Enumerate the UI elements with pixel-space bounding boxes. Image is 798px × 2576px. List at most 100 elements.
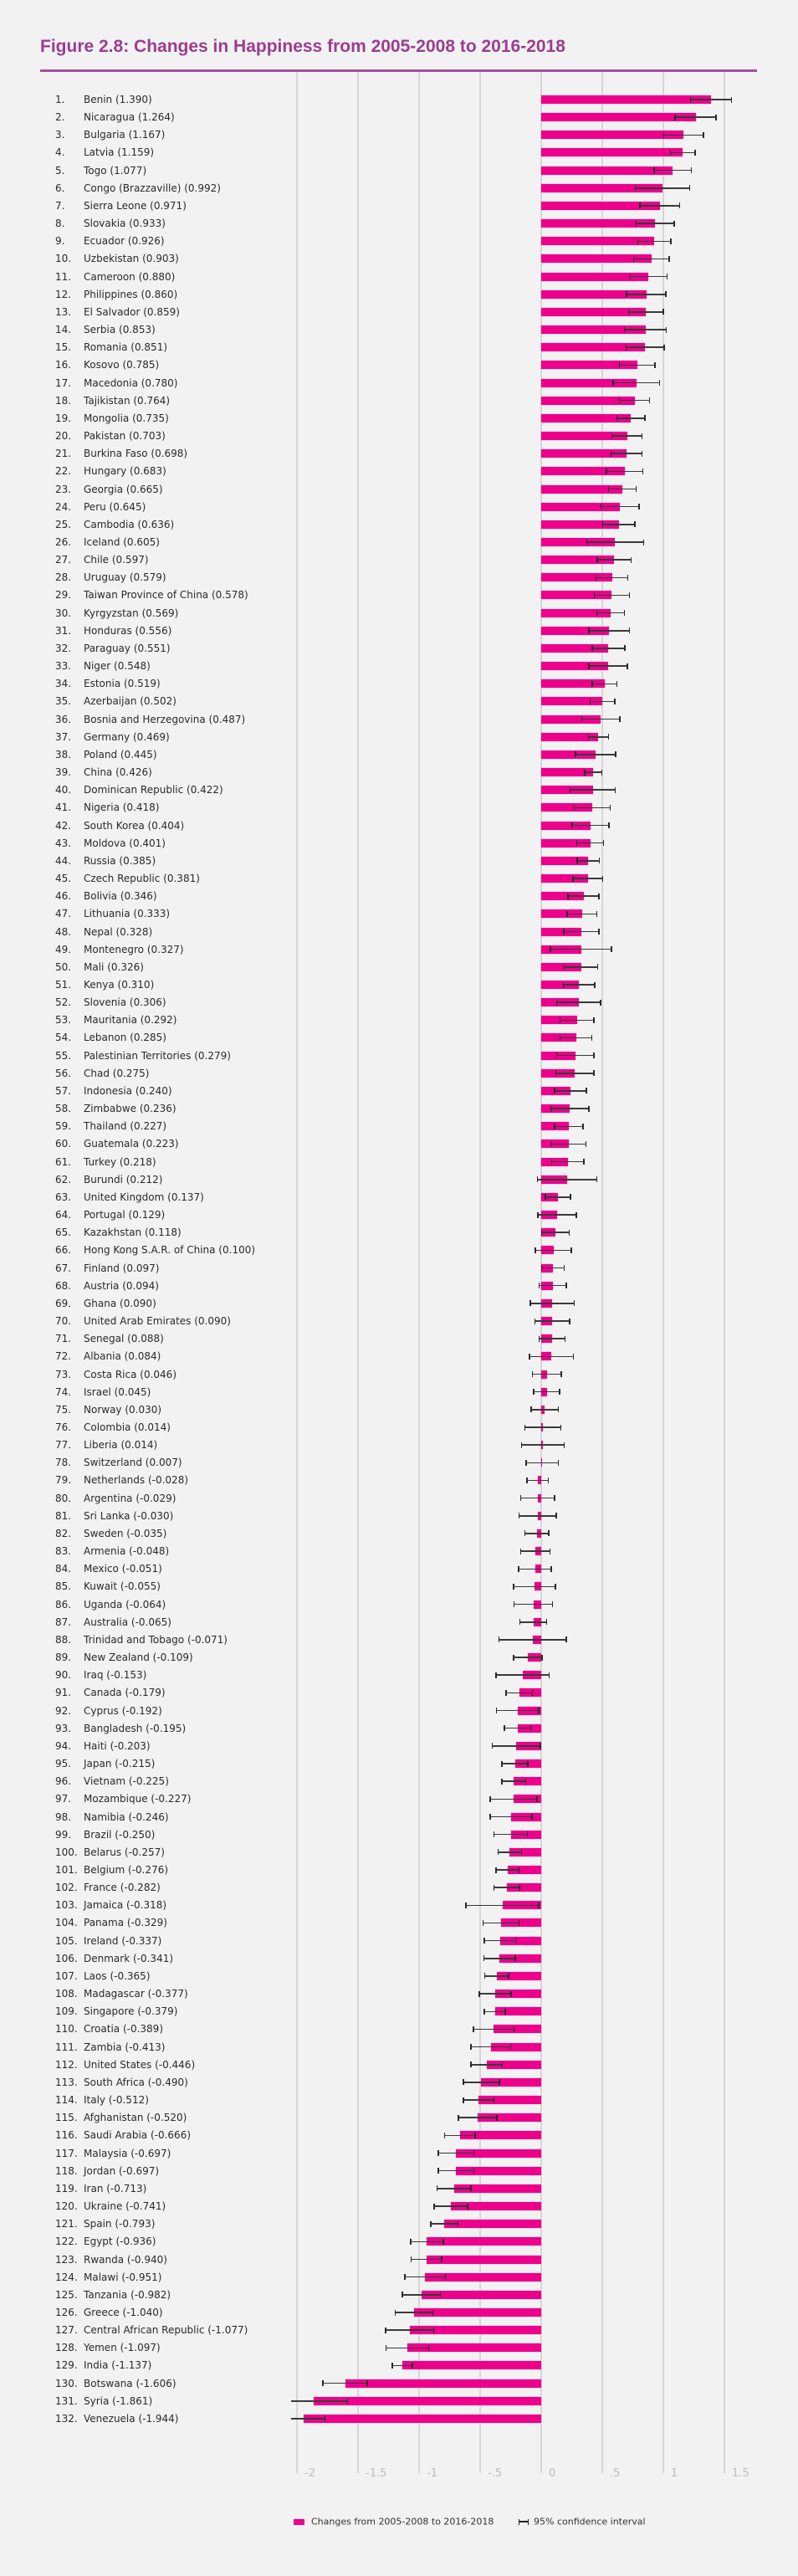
ci-cap-high bbox=[560, 1371, 562, 1378]
ci-cap-high bbox=[607, 734, 610, 740]
rank-label: 11. bbox=[55, 270, 72, 283]
ci-cap-low bbox=[473, 2025, 474, 2032]
ci-whisker bbox=[518, 1568, 552, 1570]
ci-cap-low bbox=[483, 1955, 485, 1962]
country-label: Croatia (-0.389) bbox=[84, 2023, 163, 2036]
country-label: Kazakhstan (0.118) bbox=[84, 1227, 182, 1239]
ci-whisker bbox=[489, 1815, 533, 1818]
rank-label: 71. bbox=[55, 1333, 72, 1345]
country-label: Saudi Arabia (-0.666) bbox=[84, 2129, 192, 2142]
ci-whisker bbox=[498, 1851, 522, 1853]
ci-whisker bbox=[601, 505, 639, 508]
rank-label: 89. bbox=[55, 1652, 72, 1664]
ci-cap-low bbox=[519, 1548, 522, 1554]
gridline bbox=[601, 72, 603, 2473]
ci-cap-low bbox=[534, 1318, 535, 1324]
ci-cap-low bbox=[536, 1176, 539, 1183]
x-tick-label: 1 bbox=[671, 2467, 678, 2480]
ci-whisker bbox=[514, 1585, 555, 1588]
ci-whisker bbox=[630, 275, 668, 278]
country-label: Germany (0.469) bbox=[84, 730, 170, 743]
ci-cap-high bbox=[519, 1884, 520, 1891]
rank-label: 107. bbox=[55, 1969, 78, 1982]
country-label: Bosnia and Herzegovina (0.487) bbox=[84, 713, 246, 725]
ci-cap-high bbox=[694, 149, 696, 156]
country-label: Chad (0.275) bbox=[84, 1067, 150, 1079]
rank-label: 6. bbox=[55, 182, 65, 194]
bar bbox=[541, 626, 610, 635]
country-label: Portugal (0.129) bbox=[84, 1209, 166, 1221]
rank-label: 95. bbox=[55, 1758, 72, 1770]
country-label: Zambia (-0.413) bbox=[84, 2041, 166, 2053]
ci-cap-high bbox=[493, 2097, 495, 2103]
ci-cap-high bbox=[531, 1689, 534, 1696]
country-label: Greece (-1.040) bbox=[84, 2307, 163, 2318]
ci-cap-low bbox=[504, 1725, 505, 1732]
rank-label: 44. bbox=[55, 854, 72, 867]
rank-label: 53. bbox=[55, 1014, 72, 1027]
ci-whisker bbox=[590, 700, 615, 703]
ci-cap-low bbox=[588, 663, 590, 669]
country-label: United States (-0.446) bbox=[84, 2058, 196, 2071]
legend-bar: Changes from 2005-2008 to 2016-2018 bbox=[294, 2516, 494, 2527]
rank-label: 43. bbox=[55, 837, 72, 849]
bar bbox=[494, 2007, 541, 2016]
country-label: Bulgaria (1.167) bbox=[84, 129, 166, 141]
ci-cap-low bbox=[587, 734, 590, 740]
country-label: Sri Lanka (-0.030) bbox=[84, 1509, 174, 1522]
country-label: Azerbaijan (0.502) bbox=[84, 695, 176, 708]
ci-whisker bbox=[471, 2064, 503, 2066]
ci-cap-low bbox=[573, 804, 575, 811]
rank-label: 14. bbox=[55, 324, 72, 336]
ci-whisker bbox=[575, 754, 616, 755]
rank-label: 119. bbox=[55, 2182, 78, 2194]
bar bbox=[500, 1918, 541, 1928]
ci-cap-low bbox=[562, 981, 565, 988]
rank-label: 111. bbox=[55, 2041, 78, 2053]
ci-cap-high bbox=[662, 309, 664, 315]
ci-whisker bbox=[404, 2276, 446, 2278]
rank-label: 121. bbox=[55, 2218, 78, 2230]
ci-cap-high bbox=[641, 450, 643, 457]
rank-label: 39. bbox=[55, 766, 72, 779]
ci-whisker bbox=[564, 966, 598, 968]
ci-whisker bbox=[458, 2117, 498, 2118]
ci-cap-high bbox=[524, 1778, 527, 1785]
ci-whisker bbox=[483, 1922, 519, 1924]
ci-cap-high bbox=[538, 1902, 540, 1908]
bar bbox=[541, 874, 588, 883]
rank-label: 130. bbox=[55, 2377, 78, 2389]
country-label: Niger (0.548) bbox=[84, 660, 151, 673]
bar bbox=[541, 573, 612, 582]
ci-cap-high bbox=[596, 910, 598, 917]
rank-label: 18. bbox=[55, 394, 72, 407]
ci-cap-low bbox=[581, 716, 583, 723]
bar bbox=[541, 679, 605, 689]
country-label: Bangladesh (-0.195) bbox=[84, 1722, 187, 1734]
country-label: Senegal (0.088) bbox=[84, 1333, 164, 1345]
ci-whisker bbox=[594, 594, 630, 597]
ci-cap-low bbox=[529, 1353, 530, 1360]
country-label: Mozambique (-0.227) bbox=[84, 1793, 192, 1805]
country-label: Iraq (-0.153) bbox=[84, 1669, 147, 1682]
ci-cap-low bbox=[571, 822, 573, 829]
ci-whisker bbox=[608, 488, 637, 490]
rank-label: 41. bbox=[55, 801, 72, 814]
ci-cap-low bbox=[606, 468, 607, 474]
country-label: Rwanda (-0.940) bbox=[84, 2253, 167, 2266]
ci-cap-high bbox=[582, 1123, 584, 1129]
ci-whisker bbox=[626, 346, 664, 348]
ci-cap-low bbox=[576, 858, 578, 864]
ci-cap-high bbox=[548, 1530, 550, 1537]
ci-whisker bbox=[495, 1869, 519, 1871]
ci-cap-high bbox=[666, 274, 668, 280]
country-label: Finland (0.097) bbox=[84, 1262, 160, 1274]
bar bbox=[509, 1847, 541, 1856]
bar bbox=[541, 254, 652, 264]
ci-whisker bbox=[506, 1692, 533, 1694]
bar bbox=[459, 2131, 541, 2140]
rank-label: 127. bbox=[55, 2324, 78, 2337]
country-label: Nicaragua (1.264) bbox=[84, 111, 175, 124]
bar bbox=[541, 166, 673, 175]
rank-label: 99. bbox=[55, 1828, 72, 1841]
